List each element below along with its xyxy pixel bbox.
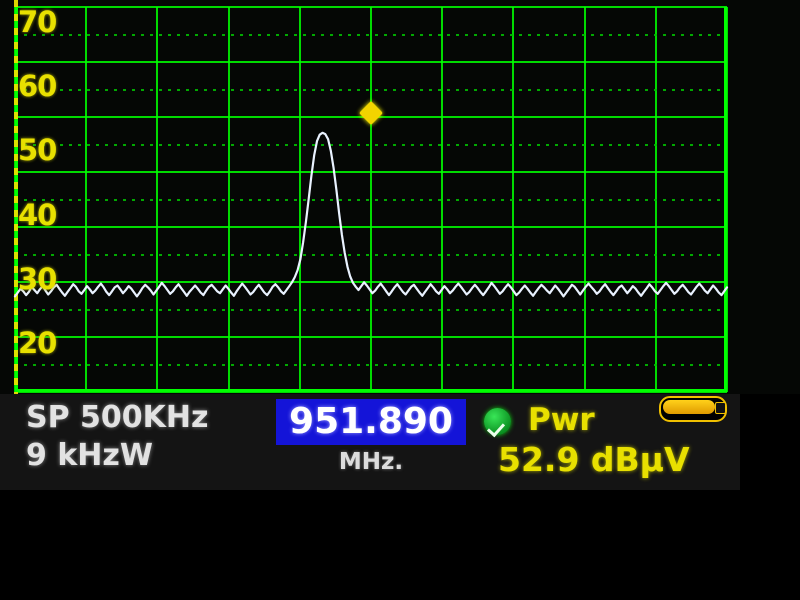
battery-fill <box>663 400 715 414</box>
grid-hline <box>15 281 727 283</box>
y-axis-tick-label: 30 <box>18 261 57 296</box>
graticule-border <box>15 389 727 392</box>
battery-terminal <box>715 402 726 414</box>
info-bar: SP 500KHz 9 kHzW 951.890 MHz. Pwr 52.9 d… <box>0 394 740 490</box>
check-circle-icon-frequency <box>484 408 511 435</box>
power-label: Pwr <box>528 402 595 438</box>
grid-hline-minor <box>15 253 727 256</box>
left-reference-line <box>14 0 18 394</box>
y-axis-tick-label: 40 <box>18 197 57 232</box>
spectrum-plot[interactable]: 70 60 50 40 30 20 <box>0 0 800 394</box>
grid-hline <box>15 226 727 228</box>
rbw-label: 9 kHzW <box>26 438 153 473</box>
y-axis-tick-label: 70 <box>18 5 57 40</box>
frequency-value: 951.890 <box>289 401 453 442</box>
grid-hline <box>15 171 727 173</box>
y-axis-tick-label: 50 <box>18 133 57 168</box>
spectrum-trace <box>13 131 729 298</box>
grid-hline-minor <box>15 143 727 146</box>
frequency-field[interactable]: 951.890 <box>276 399 466 445</box>
power-value: 52.9 dBµV <box>498 440 690 479</box>
grid-hline-minor <box>15 33 727 36</box>
grid-hline <box>15 391 727 393</box>
y-axis-tick-label: 20 <box>18 325 57 360</box>
y-axis-tick-label: 60 <box>18 69 57 104</box>
grid-vline <box>726 7 728 392</box>
frequency-unit-label: MHz. <box>338 449 404 475</box>
grid-hline-minor <box>15 88 727 91</box>
grid-hline-minor <box>15 363 727 366</box>
span-label: SP 500KHz <box>26 400 209 435</box>
grid-hline <box>15 6 727 8</box>
grid-hline <box>15 61 727 63</box>
graticule-border <box>724 7 727 392</box>
battery-full-icon <box>659 396 727 422</box>
grid-hline <box>15 336 727 338</box>
grid-hline-minor <box>15 308 727 311</box>
grid-hline-minor <box>15 198 727 201</box>
